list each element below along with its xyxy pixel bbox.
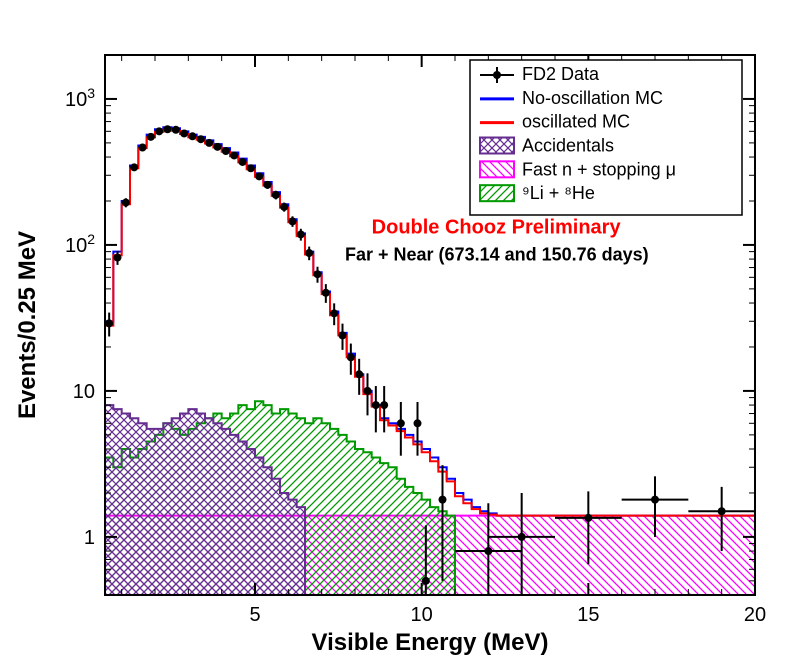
y-tick-label: 1 <box>84 527 95 549</box>
legend-label: ⁹Li + ⁸He <box>522 183 595 203</box>
legend-label: No-oscillation MC <box>522 88 663 108</box>
y-axis-label: Events/0.25 MeV <box>14 231 41 419</box>
legend-label: FD2 Data <box>522 64 600 84</box>
legend-label: Accidentals <box>522 136 614 156</box>
y-tick-label: 10 <box>73 381 95 403</box>
y-tick-label: 103 <box>65 85 95 111</box>
x-tick-label: 15 <box>577 604 599 626</box>
x-tick-label: 10 <box>411 604 433 626</box>
annotation: Double Chooz Preliminary <box>372 216 622 238</box>
y-tick-label: 102 <box>65 231 95 257</box>
chart-svg: 5 10 15 20 1 10 102 103 Visible Energy (MeV) Even… <box>0 0 796 672</box>
legend-label: Fast n + stopping μ <box>522 159 676 179</box>
legend-label: oscillated MC <box>522 112 630 132</box>
annotation: Far + Near (673.14 and 150.76 days) <box>345 245 649 265</box>
spectrum-chart: 5 10 15 20 1 10 102 103 Visible Energy (MeV) Even… <box>0 0 796 672</box>
x-axis-label: Visible Energy (MeV) <box>312 629 549 656</box>
x-tick-label: 5 <box>249 604 260 626</box>
x-tick-label: 20 <box>744 604 766 626</box>
